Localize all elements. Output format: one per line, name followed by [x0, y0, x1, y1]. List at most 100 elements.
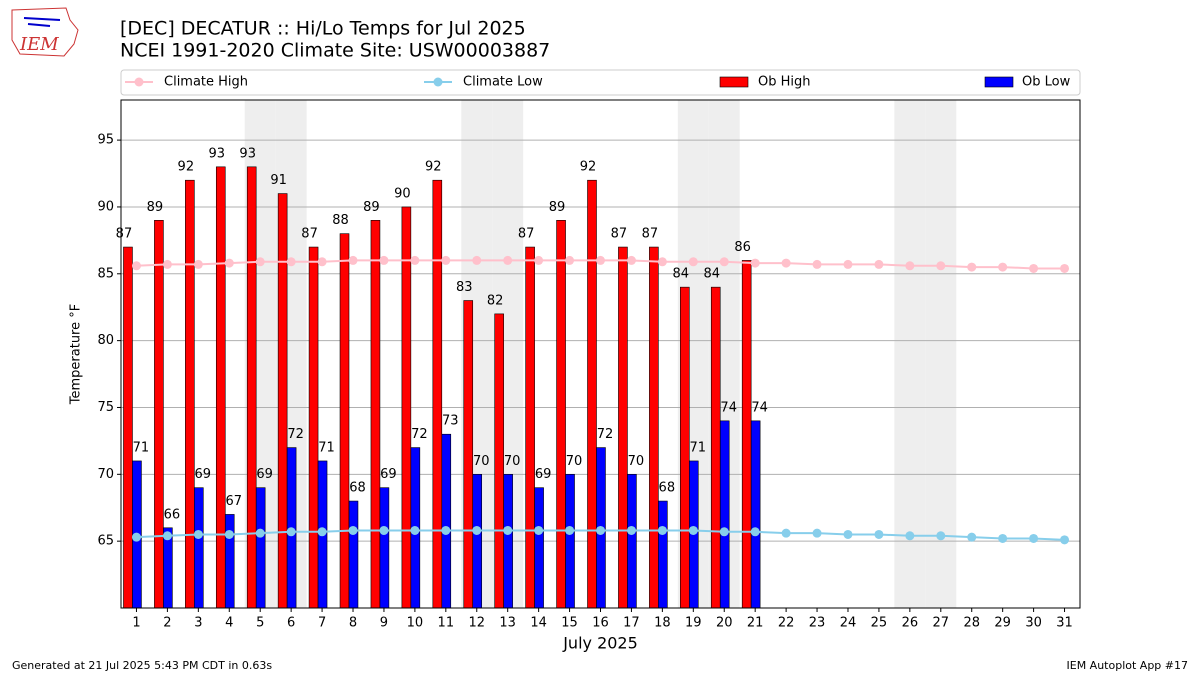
y-tick-label: 85	[97, 266, 114, 281]
bar	[494, 313, 504, 609]
point	[503, 255, 513, 265]
bar	[215, 166, 226, 609]
x-tick-label: 20	[716, 616, 733, 631]
bar	[556, 220, 566, 609]
point	[936, 531, 946, 541]
point	[843, 259, 853, 269]
legend-swatch	[984, 76, 1014, 88]
point	[812, 528, 822, 538]
bar	[587, 179, 597, 609]
data-label: 70	[628, 454, 645, 469]
bar	[432, 179, 443, 609]
point	[162, 531, 172, 541]
point	[224, 529, 234, 539]
logo-text: IEM	[19, 34, 59, 55]
bar	[750, 420, 761, 609]
data-label: 89	[147, 200, 164, 215]
data-label: 69	[380, 467, 397, 482]
data-label: 69	[256, 467, 273, 482]
point	[967, 262, 977, 272]
x-tick-label: 3	[194, 616, 202, 631]
data-label: 90	[394, 186, 411, 201]
point	[286, 257, 296, 267]
point	[657, 525, 667, 535]
legend-label: Ob High	[758, 75, 811, 90]
point	[255, 257, 265, 267]
point	[1029, 533, 1039, 543]
y-tick-label: 95	[97, 133, 114, 148]
data-label: 70	[473, 454, 490, 469]
bar	[680, 286, 690, 609]
x-tick-label: 31	[1056, 616, 1073, 631]
point	[193, 529, 203, 539]
data-label: 92	[178, 160, 195, 175]
data-label: 68	[659, 481, 676, 496]
bar	[370, 220, 381, 609]
x-tick-label: 23	[809, 616, 826, 631]
data-label: 93	[239, 146, 256, 161]
point	[781, 258, 791, 268]
x-tick-label: 2	[163, 616, 171, 631]
point	[131, 532, 141, 542]
point	[750, 258, 760, 268]
point	[348, 255, 358, 265]
footer-left: Generated at 21 Jul 2025 5:43 PM CDT in …	[12, 659, 272, 672]
point	[534, 525, 544, 535]
x-tick-label: 22	[778, 616, 795, 631]
x-tick-label: 28	[963, 616, 980, 631]
bar	[627, 474, 637, 609]
data-label: 67	[225, 494, 242, 509]
x-tick-label: 27	[933, 616, 950, 631]
point	[998, 533, 1008, 543]
x-tick-label: 29	[994, 616, 1011, 631]
point	[410, 525, 420, 535]
point	[719, 257, 729, 267]
data-label: 69	[535, 467, 552, 482]
point	[843, 529, 853, 539]
bar	[194, 487, 204, 609]
data-label: 68	[349, 481, 366, 496]
data-label: 74	[751, 400, 768, 415]
point	[719, 527, 729, 537]
bar	[308, 246, 319, 609]
data-label: 66	[164, 507, 181, 522]
point	[688, 525, 698, 535]
data-label: 73	[442, 414, 459, 429]
bar	[246, 166, 257, 609]
x-tick-label: 13	[499, 616, 516, 631]
x-tick-label: 11	[438, 616, 455, 631]
data-label: 84	[703, 267, 720, 282]
x-tick-label: 16	[592, 616, 609, 631]
data-label: 74	[720, 400, 737, 415]
chart-title: [DEC] DECATUR :: Hi/Lo Temps for Jul 202…	[120, 18, 526, 40]
point	[874, 529, 884, 539]
point	[348, 525, 358, 535]
bar	[525, 246, 535, 609]
point	[905, 531, 915, 541]
data-label: 86	[734, 240, 751, 255]
point	[596, 525, 605, 535]
x-tick-label: 9	[380, 616, 388, 631]
point	[472, 525, 482, 535]
data-label: 87	[642, 227, 659, 242]
legend-label: Climate Low	[463, 75, 543, 90]
data-label: 87	[611, 227, 628, 242]
legend	[120, 69, 1081, 96]
point	[565, 255, 575, 265]
x-tick-label: 17	[623, 616, 640, 631]
legend-label: Ob Low	[1022, 75, 1071, 90]
bar	[255, 487, 266, 609]
data-label: 70	[504, 454, 521, 469]
legend-swatch	[719, 76, 749, 88]
bar	[463, 300, 474, 609]
bar	[277, 193, 288, 609]
data-label: 93	[208, 146, 225, 161]
point	[1060, 263, 1070, 273]
shaded-day	[925, 100, 957, 608]
data-label: 88	[332, 213, 349, 228]
point	[441, 525, 451, 535]
bar	[401, 206, 412, 609]
y-tick-label: 90	[97, 199, 114, 214]
legend-label: Climate High	[164, 75, 248, 90]
